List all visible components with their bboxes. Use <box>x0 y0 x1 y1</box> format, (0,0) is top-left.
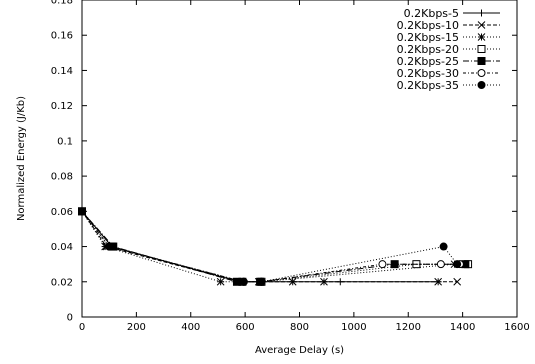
y-tick-label: 0.16 <box>51 31 73 42</box>
series-3 <box>78 207 467 286</box>
y-tick-label: 0.1 <box>57 136 73 147</box>
legend-item: 0.2Kbps-10 <box>397 19 500 32</box>
data-point <box>288 277 297 286</box>
data-point <box>390 260 399 269</box>
series-5 <box>78 207 470 286</box>
y-tick-label: 0.06 <box>51 207 73 218</box>
x-axis-label: Average Delay (s) <box>255 345 344 356</box>
legend-item: 0.2Kbps-20 <box>397 43 500 56</box>
series-4 <box>78 207 473 286</box>
data-point <box>434 277 443 286</box>
x-tick-label: 200 <box>127 322 146 333</box>
legend: 0.2Kbps-50.2Kbps-100.2Kbps-150.2Kbps-200… <box>397 7 500 92</box>
legend-item: 0.2Kbps-30 <box>397 67 500 80</box>
x-tick-label: 400 <box>181 322 200 333</box>
series-line <box>81 210 458 283</box>
data-point <box>105 242 114 251</box>
x-tick-label: 1000 <box>341 322 366 333</box>
data-point <box>216 277 225 286</box>
legend-marker <box>478 9 485 17</box>
data-point <box>320 277 328 286</box>
data-point <box>453 277 462 286</box>
legend-marker <box>477 45 486 53</box>
data-point <box>78 207 86 216</box>
y-tick-label: 0 <box>67 313 73 324</box>
legend-label: 0.2Kbps-25 <box>397 55 459 68</box>
y-axis-label: Normalized Energy (J/Kb) <box>16 96 27 221</box>
series-line <box>81 211 463 283</box>
data-point <box>439 242 448 251</box>
data-point <box>436 260 445 269</box>
legend-marker <box>477 69 486 77</box>
series-layer <box>78 207 473 286</box>
series-line <box>81 210 469 283</box>
series-1 <box>78 207 442 286</box>
x-tick-label: 0 <box>79 322 85 333</box>
series-line <box>81 210 466 283</box>
legend-label: 0.2Kbps-30 <box>397 67 459 80</box>
y-tick-label: 0.12 <box>51 101 73 112</box>
axes: 0 200 400 600 800 1000 1200 1400 1600 0 0.02 0.04 0.… <box>51 0 530 333</box>
legend-label: 0.2Kbps-35 <box>397 79 459 92</box>
series-2 <box>78 207 462 286</box>
legend-marker <box>477 81 486 89</box>
x-tick-label: 1400 <box>450 322 475 333</box>
x-tick-label: 800 <box>290 322 309 333</box>
legend-marker <box>477 33 486 41</box>
legend-label: 0.2Kbps-15 <box>397 31 459 44</box>
legend-item: 0.2Kbps-25 <box>397 55 500 68</box>
legend-item: 0.2Kbps-5 <box>404 7 500 20</box>
legend-label: 0.2Kbps-10 <box>397 19 459 32</box>
legend-marker <box>477 57 486 65</box>
legend-marker <box>477 21 486 29</box>
series-7 <box>78 207 462 286</box>
legend-label: 0.2Kbps-20 <box>397 43 459 56</box>
y-tick-label: 0.18 <box>51 0 73 7</box>
y-tick-label: 0.04 <box>51 242 73 253</box>
data-point <box>257 277 266 286</box>
series-line <box>81 210 439 283</box>
data-point <box>453 260 462 269</box>
x-tick-label: 600 <box>236 322 255 333</box>
legend-label: 0.2Kbps-5 <box>404 7 459 20</box>
y-tick-label: 0.08 <box>51 172 73 183</box>
x-tick-label: 1600 <box>504 322 529 333</box>
data-point <box>378 260 387 269</box>
data-point <box>239 277 248 286</box>
x-tick-label: 1200 <box>396 322 421 333</box>
legend-item: 0.2Kbps-35 <box>397 79 500 92</box>
legend-item: 0.2Kbps-15 <box>397 31 500 44</box>
series-line <box>81 211 458 283</box>
series-line <box>81 210 460 283</box>
y-tick-label: 0.02 <box>51 277 73 288</box>
y-tick-label: 0.14 <box>51 66 73 77</box>
series-6 <box>78 207 464 286</box>
